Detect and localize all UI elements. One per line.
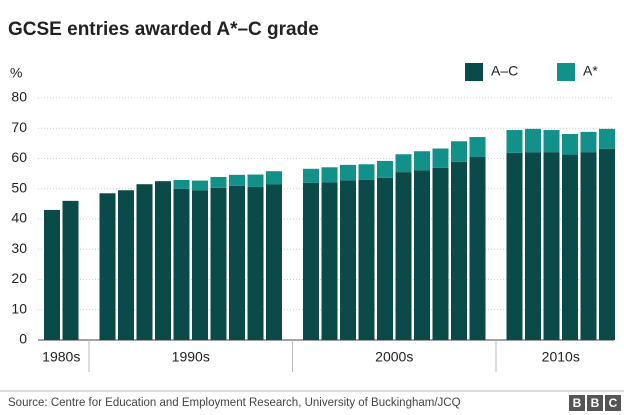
bar-segment <box>432 167 449 340</box>
y-tick-label: 60 <box>11 149 27 165</box>
bar-segment <box>340 180 356 340</box>
bar-segment <box>340 164 356 181</box>
bar-segment <box>506 130 523 153</box>
bar-segment <box>395 172 412 340</box>
bar-segment <box>525 128 541 153</box>
bar-segment <box>599 148 615 340</box>
bar-segment <box>266 184 282 340</box>
bar-segment <box>414 170 430 340</box>
bar-segment <box>414 151 430 171</box>
bar-segment <box>469 137 486 157</box>
x-group-label: 2010s <box>542 349 580 365</box>
bar-segment <box>118 190 134 340</box>
bar-segment <box>543 152 560 340</box>
bar-segment <box>62 200 79 340</box>
logo-box <box>587 395 603 411</box>
bar-segment <box>451 161 467 340</box>
bar-segment <box>210 187 227 340</box>
chart-title: GCSE entries awarded A*–C grade <box>8 19 319 40</box>
bar-segment <box>321 167 338 183</box>
x-group-label: 1980s <box>42 349 80 365</box>
bar-segment <box>580 131 597 153</box>
y-tick-label: 0 <box>19 331 27 347</box>
bar-segment <box>432 148 449 168</box>
legend-label: A–C <box>491 63 518 79</box>
logo-letter: C <box>609 396 618 410</box>
y-tick-label: 70 <box>11 119 27 135</box>
x-group-label: 1990s <box>172 349 210 365</box>
bar-segment <box>136 184 153 340</box>
source: Source: Centre for Education and Employm… <box>8 397 461 409</box>
legend-swatch <box>557 63 575 81</box>
bar-segment <box>451 141 467 162</box>
bar-segment <box>580 152 597 340</box>
bar-segment <box>303 182 319 340</box>
bar-segment <box>303 168 319 183</box>
bar-segment <box>155 181 171 340</box>
y-tick-label: 30 <box>11 240 27 256</box>
bar-segment <box>358 179 375 340</box>
y-tick-label: 40 <box>11 210 27 226</box>
y-tick-label: 50 <box>11 179 27 195</box>
logo-box <box>605 395 621 411</box>
bar-segment <box>229 174 245 186</box>
y-axis-label: % <box>10 65 22 81</box>
bar-segment <box>469 156 486 340</box>
bar-segment <box>44 209 60 340</box>
bar-segment <box>210 176 227 188</box>
y-tick-label: 10 <box>11 300 27 316</box>
legend-label: A* <box>583 63 598 79</box>
bar-segment <box>192 180 208 191</box>
bar-segment <box>543 130 560 153</box>
logo-letter: B <box>591 396 600 410</box>
bar-segment <box>377 177 393 340</box>
bar-segment <box>192 190 208 340</box>
bar-segment <box>173 188 190 340</box>
bar-segment <box>562 154 578 340</box>
bar-segment <box>599 128 615 149</box>
bar-segment <box>377 160 393 178</box>
bar-segment <box>266 171 282 185</box>
bar-segment <box>321 182 338 340</box>
legend-swatch <box>465 63 483 81</box>
bar-segment <box>229 185 245 340</box>
bar-segment <box>395 154 412 173</box>
x-group-label: 2000s <box>375 349 413 365</box>
y-tick-label: 80 <box>11 89 27 105</box>
logo-box <box>569 395 585 411</box>
bar-segment <box>247 186 264 340</box>
bar-segment <box>562 133 578 155</box>
bar-segment <box>358 164 375 180</box>
bar-segment <box>247 174 264 187</box>
logo-letter: B <box>573 396 582 410</box>
y-tick-label: 20 <box>11 270 27 286</box>
bar-segment <box>99 193 116 340</box>
bar-segment <box>525 152 541 340</box>
bar-segment <box>173 179 190 189</box>
bar-segment <box>506 152 523 340</box>
